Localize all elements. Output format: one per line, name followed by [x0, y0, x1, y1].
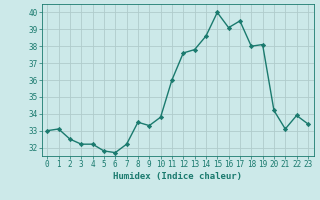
- X-axis label: Humidex (Indice chaleur): Humidex (Indice chaleur): [113, 172, 242, 181]
